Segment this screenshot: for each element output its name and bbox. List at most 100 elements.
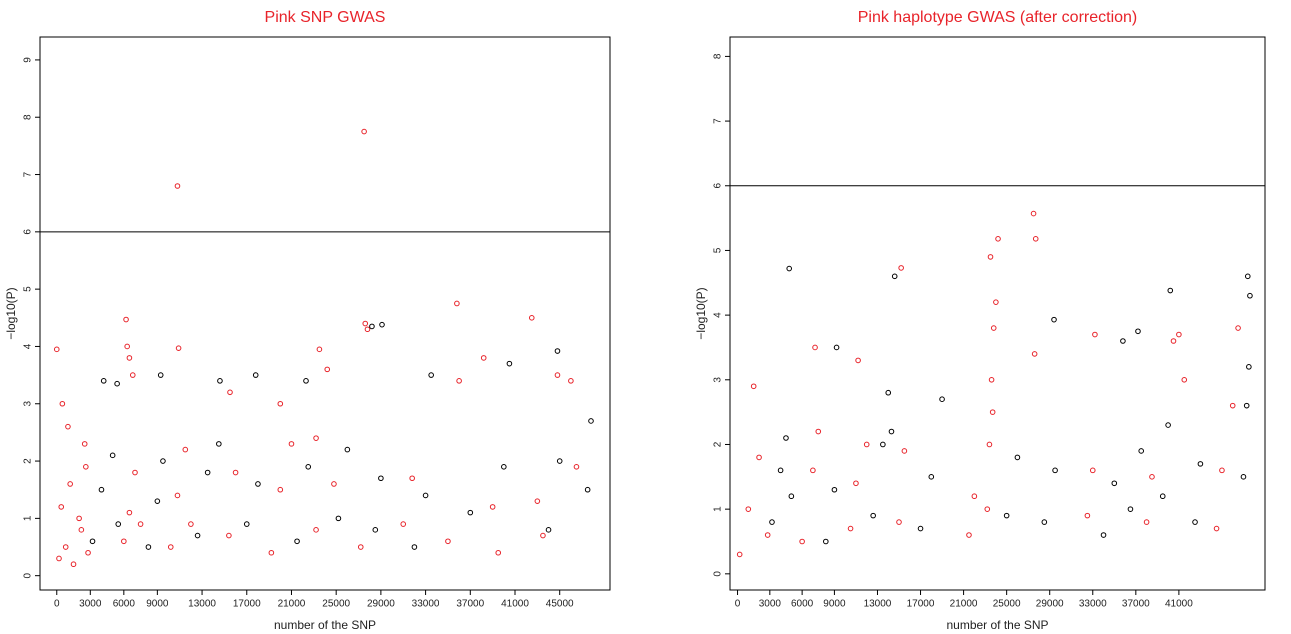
- point: [160, 458, 166, 464]
- chart-title: Pink SNP GWAS: [265, 9, 386, 26]
- point: [217, 378, 223, 384]
- point: [454, 300, 460, 307]
- point: [1167, 287, 1174, 294]
- point: [175, 345, 182, 351]
- point: [554, 348, 561, 354]
- point: [540, 532, 546, 539]
- point: [1143, 519, 1150, 525]
- point: [1120, 338, 1126, 344]
- point: [971, 493, 978, 500]
- point: [58, 504, 65, 510]
- point: [888, 428, 895, 435]
- point: [154, 498, 161, 504]
- point: [294, 538, 300, 545]
- point: [252, 372, 259, 378]
- point: [783, 435, 789, 441]
- point: [1089, 467, 1096, 474]
- plot-frame: [39, 36, 611, 591]
- point: [305, 463, 312, 470]
- point: [411, 544, 418, 550]
- point: [115, 521, 122, 527]
- point: [990, 325, 997, 331]
- x-tick-label: 21000: [950, 599, 978, 610]
- x-tick-label: 33000: [412, 599, 440, 610]
- point: [132, 469, 138, 476]
- point: [1030, 210, 1037, 217]
- point: [815, 428, 822, 435]
- point: [422, 492, 429, 499]
- point: [137, 521, 144, 527]
- x-tick-label: 41000: [501, 599, 529, 610]
- point: [489, 504, 496, 510]
- point: [901, 448, 908, 454]
- point: [756, 454, 762, 461]
- x-tick-label: 29000: [367, 599, 395, 610]
- point: [145, 544, 152, 550]
- point: [495, 549, 502, 556]
- point: [545, 527, 552, 533]
- x-tick-label: 41000: [1165, 599, 1193, 610]
- point: [1246, 364, 1252, 370]
- point: [277, 486, 284, 493]
- point: [554, 372, 561, 378]
- y-axis-label: −log10(P): [4, 287, 18, 339]
- point: [188, 521, 194, 527]
- y-tick-label: 4: [23, 343, 34, 349]
- point: [85, 549, 91, 556]
- y-tick-label: 1: [23, 515, 34, 521]
- x-tick-label: 6000: [113, 599, 136, 610]
- point: [409, 475, 415, 482]
- x-tick-label: 29000: [1036, 599, 1064, 610]
- point: [810, 467, 816, 474]
- point: [823, 538, 829, 545]
- point: [98, 486, 105, 493]
- point: [313, 527, 319, 533]
- point: [78, 527, 85, 533]
- point: [316, 346, 323, 353]
- point: [1159, 493, 1166, 500]
- plot-frame: [729, 36, 1266, 591]
- point: [428, 372, 434, 378]
- point: [194, 532, 201, 539]
- y-tick-label: 2: [23, 458, 34, 464]
- point: [534, 498, 541, 504]
- point: [100, 378, 107, 384]
- point: [400, 521, 407, 527]
- point: [81, 441, 88, 447]
- point: [70, 561, 77, 568]
- point: [378, 475, 384, 482]
- point: [59, 400, 66, 407]
- point: [736, 551, 743, 558]
- point: [480, 355, 487, 361]
- point: [750, 383, 757, 390]
- x-tick-label: 9000: [146, 599, 169, 610]
- y-tick-label: 2: [713, 441, 724, 447]
- x-tick-label: 17000: [907, 599, 935, 610]
- point: [167, 544, 174, 550]
- point: [62, 544, 69, 550]
- point: [966, 532, 972, 538]
- point: [456, 378, 462, 384]
- y-tick-label: 6: [713, 183, 724, 189]
- point: [277, 400, 284, 407]
- point: [812, 344, 818, 351]
- point: [357, 544, 364, 550]
- point: [556, 458, 563, 464]
- y-tick-label: 7: [713, 118, 724, 124]
- point: [83, 463, 89, 470]
- point: [109, 452, 116, 459]
- point: [1192, 519, 1198, 525]
- point: [995, 235, 1001, 242]
- point: [335, 515, 342, 522]
- x-tick-label: 9000: [823, 599, 846, 610]
- point: [939, 396, 945, 402]
- x-tick-label: 3000: [79, 599, 102, 610]
- y-tick-label: 3: [23, 401, 34, 407]
- point: [124, 343, 130, 350]
- x-tick-label: 37000: [456, 599, 484, 610]
- point: [745, 506, 752, 512]
- point: [1235, 325, 1241, 331]
- x-tick-label: 25000: [993, 599, 1021, 610]
- point: [1014, 454, 1021, 461]
